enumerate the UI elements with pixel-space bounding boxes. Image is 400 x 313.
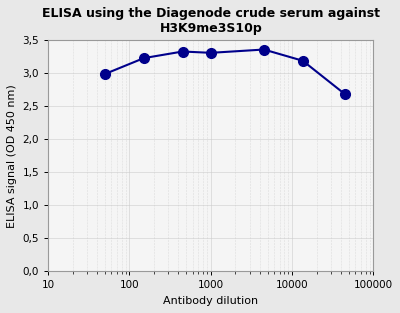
Title: ELISA using the Diagenode crude serum against
H3K9me3S10p: ELISA using the Diagenode crude serum ag… [42,7,380,35]
X-axis label: Antibody dilution: Antibody dilution [163,296,258,306]
Y-axis label: ELISA signal (OD 450 nm): ELISA signal (OD 450 nm) [7,84,17,228]
